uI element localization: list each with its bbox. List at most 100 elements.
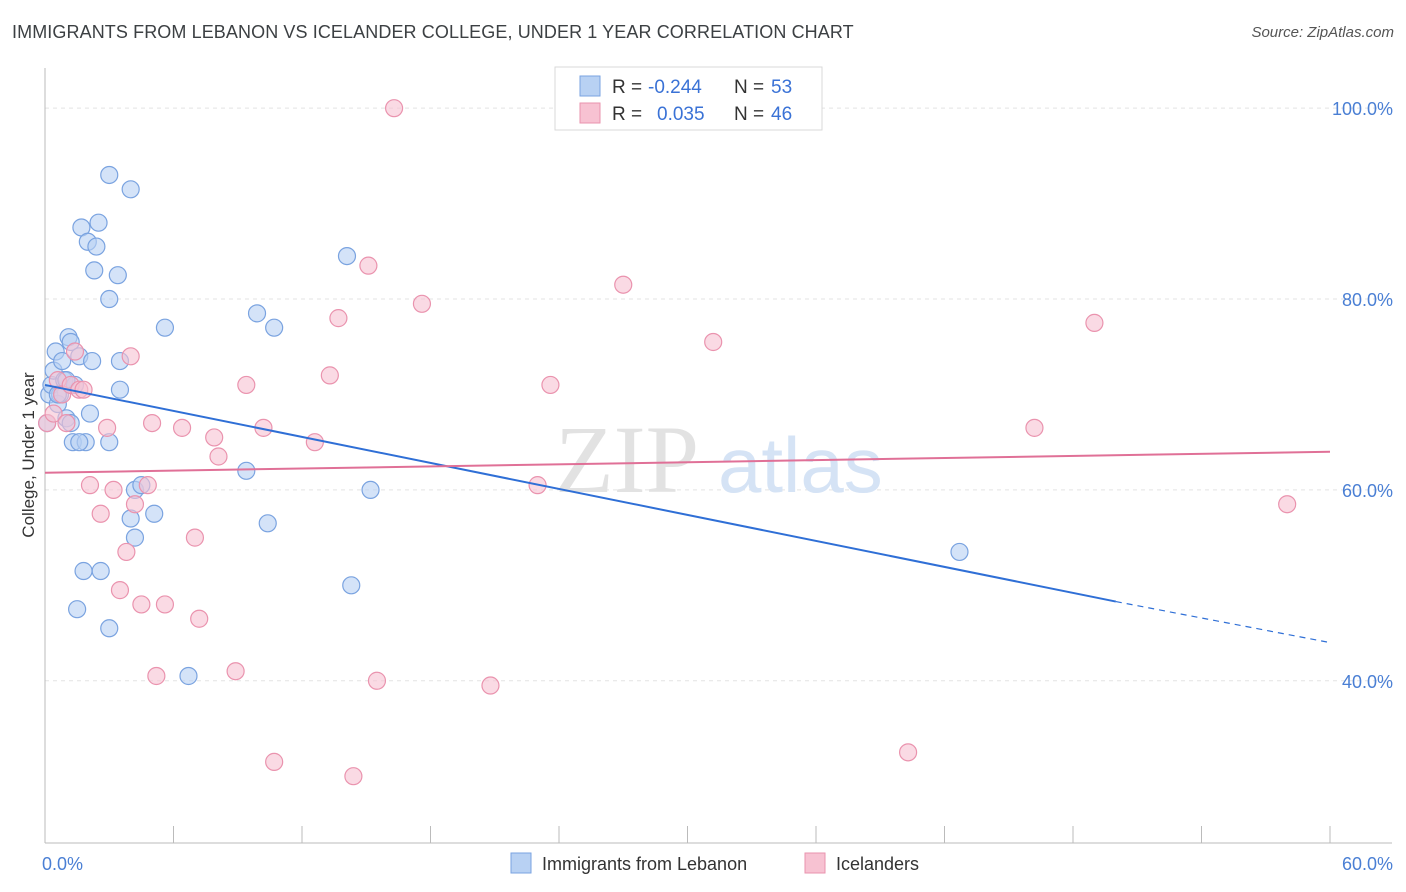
lebanon-point (100, 289, 119, 309)
icelanders-point (80, 476, 100, 495)
bottom-legend: Immigrants from Lebanon Icelanders (510, 852, 919, 874)
legend-box: R = -0.244 N = 53 R = 0.035 N = 46 (554, 66, 823, 131)
y-axis-label: College, Under 1 year (19, 372, 38, 538)
x-tick-labels: 0.0% 60.0% (42, 854, 1393, 874)
y-tick-label: 80.0% (1342, 290, 1393, 310)
icelanders-point (147, 666, 166, 686)
icelanders-point (74, 380, 93, 399)
x-tick-label: 0.0% (42, 854, 83, 874)
y-tick-label: 100.0% (1332, 99, 1393, 119)
lebanon-point (265, 318, 284, 337)
watermark: ZIP atlas (555, 406, 883, 513)
icelanders-point (142, 413, 162, 433)
lebanon-point (155, 318, 175, 337)
legend-n-value-1: 53 (771, 77, 792, 98)
icelanders-point (104, 480, 123, 500)
icelanders-point (65, 342, 85, 361)
lebanon-point (247, 304, 267, 323)
lebanon-point (85, 261, 104, 280)
icelanders-point (209, 447, 228, 466)
legend-n-label-1: N = (734, 77, 764, 98)
lebanon-point (70, 433, 89, 452)
lebanon-point (87, 237, 106, 256)
lebanon-point (91, 561, 110, 581)
bottom-legend-label-pink: Icelanders (836, 854, 919, 874)
icelanders-point (185, 528, 205, 547)
lebanon-point (337, 246, 357, 266)
y-tick-labels: 40.0% 60.0% 80.0% 100.0% (1332, 99, 1393, 692)
lebanon-point (89, 213, 108, 232)
axes (44, 68, 1392, 844)
lebanon-point (110, 380, 130, 399)
icelanders-point (541, 375, 560, 395)
icelanders-point (237, 375, 256, 395)
icelanders-point (44, 404, 63, 423)
lebanon-point (237, 461, 256, 480)
icelanders-point (614, 275, 633, 294)
icelanders-point (1278, 495, 1297, 514)
lebanon-trend-line (44, 383, 1117, 603)
legend-r-value-1: -0.244 (648, 77, 702, 98)
lebanon-trend-extension (1115, 600, 1331, 644)
icelanders-point (320, 366, 339, 385)
icelanders-point (110, 581, 130, 600)
icelanders-point (205, 428, 224, 447)
lebanon-point (361, 480, 380, 500)
lebanon-point (80, 404, 100, 423)
bottom-legend-swatch-blue (510, 852, 532, 874)
legend-r-label-1: R = (612, 77, 642, 98)
icelanders-point (1025, 418, 1044, 437)
lebanon-point (53, 351, 72, 371)
legend-r-value-2: 0.035 (657, 104, 705, 125)
icelanders-point (305, 433, 324, 452)
icelanders-point (704, 332, 723, 352)
icelanders-point (98, 418, 117, 437)
icelanders-point (265, 752, 284, 771)
lebanon-point (83, 351, 102, 371)
icelanders-point (138, 476, 157, 495)
y-tick-label: 40.0% (1342, 672, 1393, 692)
icelanders-point (898, 743, 918, 762)
icelanders-point (155, 595, 175, 614)
grid-lines (45, 107, 1392, 682)
icelanders-point (329, 309, 348, 328)
lebanon-point (258, 514, 277, 533)
y-tick-label: 60.0% (1342, 481, 1393, 501)
icelanders-point (384, 99, 404, 118)
lebanon-point (108, 266, 127, 285)
icelanders-point (412, 294, 432, 313)
bottom-legend-swatch-pink (804, 852, 826, 874)
icelanders-point (367, 671, 387, 690)
lebanon-point (100, 619, 119, 638)
icelanders-point (226, 662, 245, 681)
watermark-zip: ZIP (555, 406, 699, 513)
watermark-atlas: atlas (718, 421, 883, 509)
lebanon-point (125, 528, 145, 547)
icelanders-point (125, 495, 145, 514)
legend-swatch-blue (579, 75, 601, 97)
icelanders-point (481, 676, 500, 695)
series-icelanders-points (38, 99, 1297, 786)
icelanders-point (190, 609, 209, 628)
lebanon-point (950, 542, 969, 562)
icelanders-point (344, 767, 363, 786)
lebanon-point (100, 165, 119, 185)
source-label: Source: ZipAtlas.com (1251, 24, 1394, 41)
chart-title: IMMIGRANTS FROM LEBANON VS ICELANDER COL… (12, 22, 854, 42)
icelanders-point (132, 595, 151, 614)
icelanders-point (121, 347, 140, 366)
lebanon-point (68, 600, 87, 619)
icelanders-trend-line (44, 450, 1331, 474)
icelanders-point (57, 413, 76, 433)
legend-n-label-2: N = (734, 104, 764, 125)
lebanon-point (342, 576, 361, 595)
icelanders-point (172, 418, 192, 437)
legend-n-value-2: 46 (771, 104, 792, 125)
lebanon-point (145, 504, 164, 523)
legend-swatch-pink (579, 102, 601, 124)
icelanders-point (117, 542, 136, 562)
icelanders-point (1085, 313, 1104, 332)
legend-r-label-2: R = (612, 104, 642, 125)
lebanon-point (121, 180, 140, 199)
